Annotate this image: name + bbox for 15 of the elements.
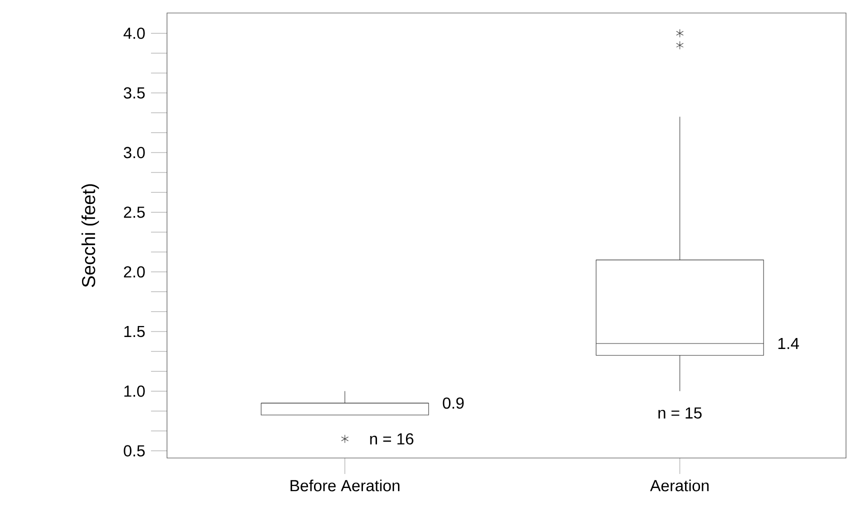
y-axis-title: Secchi (feet) xyxy=(82,184,99,288)
y-tick-label: 4.0 xyxy=(124,28,145,39)
y-tick-label: 1.0 xyxy=(124,386,145,397)
annotation: 0.9 xyxy=(442,397,464,409)
annotation: n = 16 xyxy=(370,433,414,445)
y-tick-label: 3.5 xyxy=(124,87,145,99)
y-tick-label: 3.0 xyxy=(124,146,145,158)
annotation: 1.4 xyxy=(778,338,799,349)
y-tick-label: 2.0 xyxy=(124,266,145,278)
x-tick-label: Before Aeration xyxy=(290,480,400,492)
y-tick-label: 2.5 xyxy=(124,206,145,218)
y-tick-label: 1.5 xyxy=(124,326,145,338)
x-tick-label: Aeration xyxy=(650,480,709,492)
y-tick-label: 0.5 xyxy=(124,445,145,456)
annotation: n = 15 xyxy=(658,407,702,419)
